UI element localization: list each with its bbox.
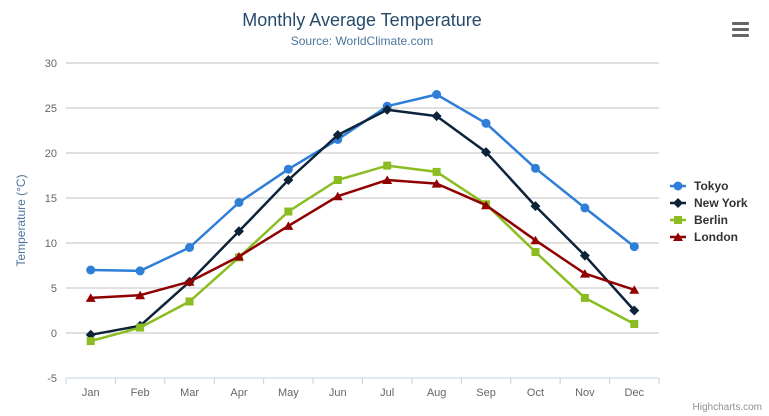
x-axis-label: Aug xyxy=(427,387,447,399)
credits-link[interactable]: Highcharts.com xyxy=(692,402,762,413)
point-berlin-dec[interactable] xyxy=(630,320,639,328)
legend-marker xyxy=(673,181,683,190)
point-new-york-dec[interactable] xyxy=(629,305,640,316)
point-berlin-mar[interactable] xyxy=(185,297,194,306)
x-axis-label: Nov xyxy=(575,387,595,399)
point-tokyo-feb[interactable] xyxy=(135,266,145,276)
legend-marker xyxy=(673,232,683,241)
x-axis-label: Jul xyxy=(380,387,394,399)
series-new-york xyxy=(85,104,640,340)
x-axis-label: Jun xyxy=(329,387,347,399)
point-new-york-nov[interactable] xyxy=(579,250,590,261)
legend-label: London xyxy=(694,229,738,244)
y-axis-label: 25 xyxy=(45,103,57,115)
x-axis-label: Dec xyxy=(625,387,645,399)
point-tokyo-jan[interactable] xyxy=(86,265,96,275)
triangle-marker-icon xyxy=(670,232,686,241)
circle-marker-icon xyxy=(670,181,686,190)
series-tokyo xyxy=(86,90,639,276)
y-axis-label: 0 xyxy=(51,328,57,340)
point-new-york-sep[interactable] xyxy=(481,147,492,158)
x-axis-label: Apr xyxy=(230,387,247,399)
point-london-apr[interactable] xyxy=(233,252,244,261)
legend-item-new-york[interactable]: New York xyxy=(669,194,748,211)
x-axis-label: Feb xyxy=(131,387,150,399)
point-tokyo-nov[interactable] xyxy=(580,203,590,213)
y-axis-label: 5 xyxy=(51,283,57,295)
y-axis-label: 15 xyxy=(45,193,57,205)
legend-label: Berlin xyxy=(694,212,729,227)
point-new-york-apr[interactable] xyxy=(233,226,244,237)
point-berlin-jul[interactable] xyxy=(383,161,392,170)
point-new-york-aug[interactable] xyxy=(431,111,442,122)
diamond-marker-icon xyxy=(670,197,686,208)
point-tokyo-mar[interactable] xyxy=(185,243,195,252)
legend-item-tokyo[interactable]: Tokyo xyxy=(669,177,748,194)
point-berlin-may[interactable] xyxy=(284,207,293,216)
series-line xyxy=(89,178,636,300)
y-axis-label: 30 xyxy=(45,58,57,70)
point-tokyo-oct[interactable] xyxy=(530,163,540,173)
legend-marker xyxy=(674,215,682,224)
y-axis-label: 10 xyxy=(45,238,57,250)
point-berlin-jun[interactable] xyxy=(333,176,342,184)
point-london-sep[interactable] xyxy=(481,200,492,210)
point-berlin-nov[interactable] xyxy=(580,293,589,302)
chart-subtitle: Source: WorldClimate.com xyxy=(290,34,434,48)
series-line xyxy=(89,93,636,273)
chart-title: Monthly Average Temperature xyxy=(242,10,482,30)
point-london-jan[interactable] xyxy=(85,293,96,302)
point-london-may[interactable] xyxy=(283,221,294,230)
point-london-feb[interactable] xyxy=(135,290,146,300)
legend-label: Tokyo xyxy=(694,178,729,193)
hamburger-icon[interactable] xyxy=(732,22,749,40)
x-axis-label: Mar xyxy=(180,387,199,399)
point-london-dec[interactable] xyxy=(629,285,640,294)
point-london-oct[interactable] xyxy=(530,235,541,245)
x-axis-label: Sep xyxy=(476,387,496,399)
legend-marker xyxy=(673,197,683,208)
point-tokyo-dec[interactable] xyxy=(629,242,639,252)
legend-label: New York xyxy=(694,195,748,210)
point-berlin-oct[interactable] xyxy=(531,248,540,256)
point-london-jul[interactable] xyxy=(382,175,393,185)
legend-item-berlin[interactable]: Berlin xyxy=(669,211,748,228)
x-axis-label: Oct xyxy=(527,387,544,399)
point-tokyo-sep[interactable] xyxy=(481,118,491,128)
point-london-mar[interactable] xyxy=(184,277,195,286)
point-tokyo-may[interactable] xyxy=(283,164,293,174)
point-new-york-oct[interactable] xyxy=(530,201,541,212)
point-new-york-jun[interactable] xyxy=(332,130,343,140)
y-axis-title: Temperature (°C) xyxy=(14,174,28,266)
series-london xyxy=(85,175,640,302)
point-tokyo-aug[interactable] xyxy=(432,90,442,99)
point-london-aug[interactable] xyxy=(431,179,442,188)
point-berlin-aug[interactable] xyxy=(432,167,441,176)
point-tokyo-apr[interactable] xyxy=(234,198,244,207)
x-axis-label: Jan xyxy=(82,387,100,399)
point-new-york-jul[interactable] xyxy=(382,104,393,115)
y-axis-label: 20 xyxy=(45,148,57,160)
point-london-nov[interactable] xyxy=(579,269,590,278)
point-berlin-jan[interactable] xyxy=(86,337,95,346)
point-london-jun[interactable] xyxy=(332,191,343,201)
y-axis-label: -5 xyxy=(47,373,57,385)
point-new-york-may[interactable] xyxy=(283,175,294,185)
series-line xyxy=(89,164,636,343)
square-marker-icon xyxy=(670,215,686,224)
x-axis-label: May xyxy=(278,387,299,399)
series-line xyxy=(89,108,636,337)
legend: Tokyo New York Berlin London xyxy=(669,177,748,245)
legend-item-london[interactable]: London xyxy=(669,228,748,245)
point-berlin-feb[interactable] xyxy=(136,323,145,332)
